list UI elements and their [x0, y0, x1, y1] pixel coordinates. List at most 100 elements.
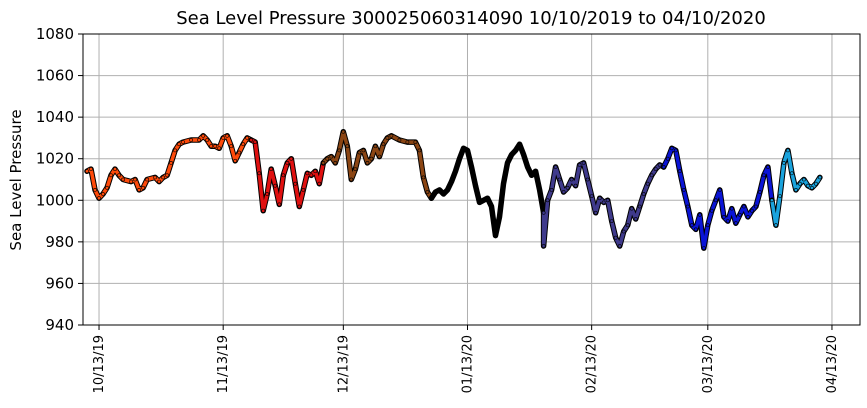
data-point: [445, 187, 450, 192]
data-point: [161, 175, 166, 180]
data-point: [746, 214, 750, 219]
data-point: [397, 138, 402, 142]
data-point: [477, 200, 482, 205]
data-point: [389, 133, 394, 138]
data-point: [313, 169, 318, 174]
data-point: [469, 165, 474, 169]
data-point: [337, 148, 342, 153]
y-tick-label: 980: [45, 233, 74, 251]
data-point: [729, 206, 734, 211]
data-point: [665, 156, 670, 161]
data-point: [786, 148, 790, 153]
data-point: [109, 173, 113, 178]
data-point: [621, 229, 626, 234]
data-point: [297, 204, 302, 209]
x-tick-label: 02/13/20: [585, 335, 600, 393]
data-point: [89, 167, 93, 172]
data-point: [525, 165, 530, 169]
data-point: [269, 167, 274, 172]
x-tick-label: 11/13/19: [216, 335, 231, 393]
data-point: [758, 190, 762, 194]
data-point: [689, 223, 694, 228]
data-point: [637, 204, 642, 209]
data-point: [97, 196, 101, 201]
data-point: [770, 198, 774, 203]
data-point: [101, 192, 105, 196]
data-point: [209, 144, 214, 149]
data-point: [417, 148, 422, 153]
data-point: [373, 144, 378, 149]
data-point: [265, 192, 270, 196]
data-point: [201, 133, 206, 138]
data-point: [465, 148, 470, 153]
data-point: [489, 204, 494, 209]
data-point: [461, 146, 466, 151]
data-point: [493, 233, 498, 238]
data-point: [537, 187, 542, 192]
data-point: [113, 167, 117, 172]
data-point: [613, 235, 618, 240]
data-point: [545, 198, 550, 203]
series-line: [661, 146, 774, 250]
data-point: [205, 138, 210, 142]
data-point: [257, 171, 262, 176]
data-point: [437, 187, 442, 192]
data-point: [629, 206, 634, 211]
data-point: [349, 177, 354, 182]
data-point: [725, 219, 730, 224]
y-tick-label: 1040: [36, 108, 74, 126]
data-point: [281, 173, 286, 178]
series-line: [541, 161, 666, 248]
data-point: [165, 173, 170, 178]
data-point: [221, 135, 226, 140]
data-point: [377, 154, 382, 159]
data-point: [557, 177, 562, 182]
data-point: [754, 204, 758, 209]
data-point: [429, 196, 434, 201]
data-point: [245, 135, 250, 140]
data-point: [225, 133, 230, 138]
data-point: [774, 223, 778, 228]
data-point: [657, 162, 662, 167]
data-point: [733, 221, 738, 226]
data-point: [345, 144, 350, 149]
x-tick-label: 10/13/19: [92, 335, 107, 393]
data-point: [609, 219, 614, 224]
data-point: [737, 212, 742, 217]
data-point: [701, 246, 706, 251]
data-point: [625, 223, 630, 228]
data-point: [85, 169, 89, 174]
data-point: [473, 183, 478, 188]
data-point: [153, 175, 158, 180]
data-point: [217, 146, 222, 151]
data-point: [145, 177, 150, 182]
y-tick-label: 940: [45, 316, 74, 334]
data-point: [645, 181, 650, 186]
data-point: [521, 152, 526, 157]
data-point: [449, 179, 454, 184]
data-point: [794, 187, 798, 192]
data-point: [353, 167, 358, 172]
data-point: [766, 165, 770, 169]
data-point: [381, 142, 386, 147]
data-point: [762, 173, 766, 178]
data-point: [653, 167, 658, 172]
data-point: [778, 194, 782, 199]
data-point: [157, 179, 162, 184]
x-tick-label: 01/13/20: [460, 335, 475, 393]
data-point: [197, 138, 202, 142]
data-point: [529, 173, 534, 178]
x-tick-label: 12/13/19: [336, 335, 351, 393]
data-point: [317, 181, 322, 186]
data-point: [305, 171, 310, 176]
data-point: [677, 169, 682, 174]
data-point: [117, 173, 121, 178]
data-point: [357, 150, 362, 155]
data-point: [173, 148, 178, 153]
data-point: [237, 150, 242, 155]
y-tick-label: 1000: [36, 191, 74, 209]
data-point: [561, 190, 566, 194]
data-point: [549, 187, 554, 192]
y-tick-label: 960: [45, 274, 74, 292]
data-point: [329, 154, 334, 159]
